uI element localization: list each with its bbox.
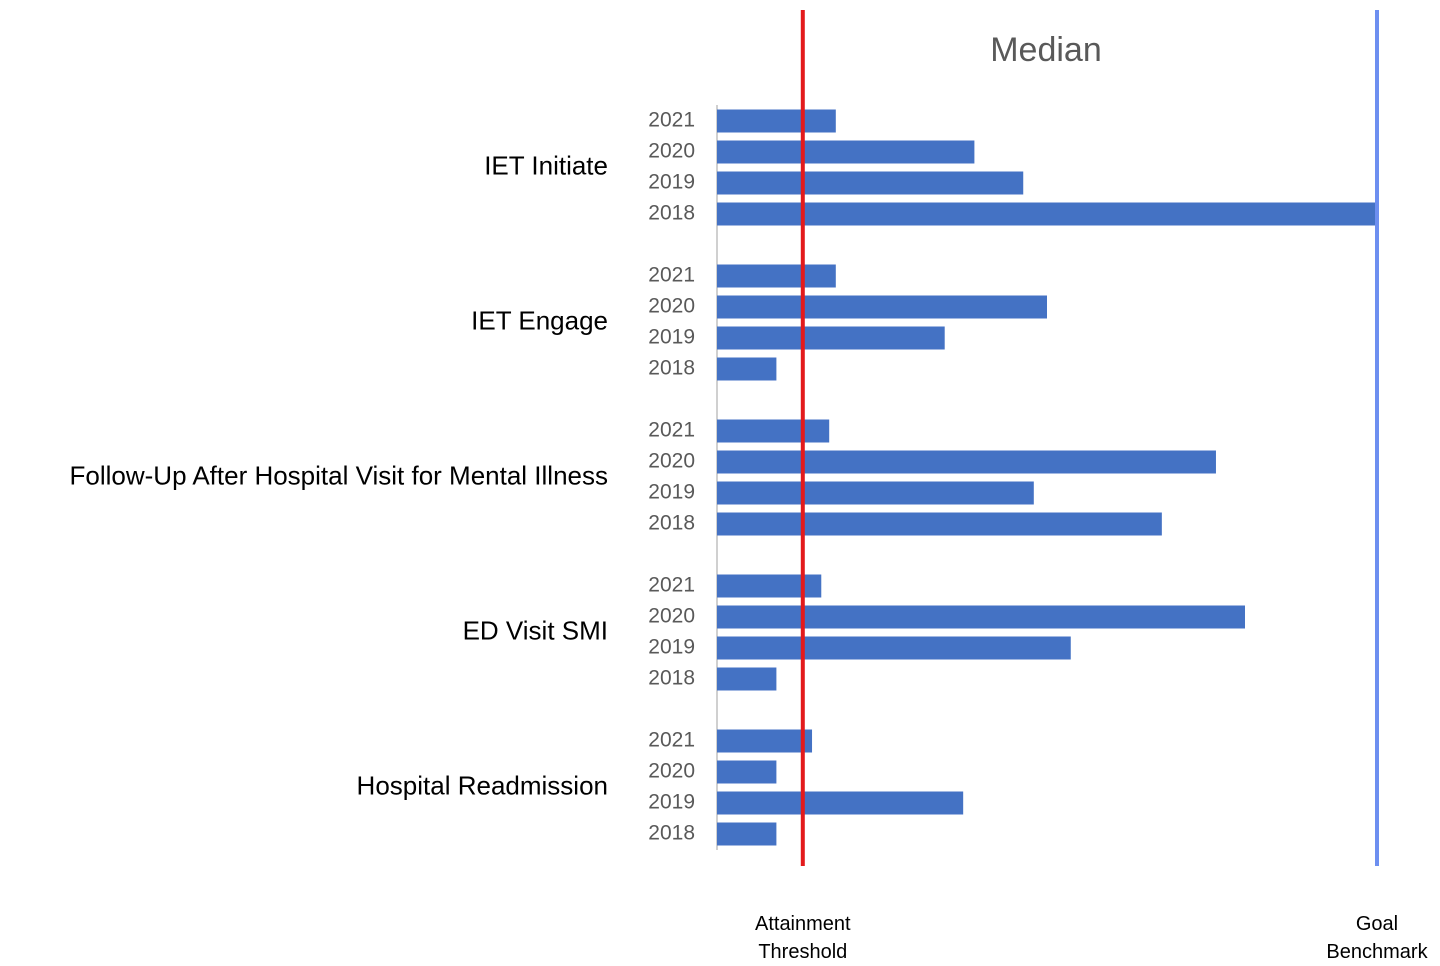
year-label: 2020 [648,140,695,163]
year-label: 2021 [648,109,695,132]
reference-label: Goal Benchmark [1326,913,1428,963]
year-label: 2021 [648,264,695,287]
bar [717,357,777,381]
bar [717,295,1047,319]
year-label: 2020 [648,295,695,318]
bar [717,202,1377,226]
year-label: 2019 [648,636,695,659]
year-label: 2019 [648,791,695,814]
year-label: 2021 [648,574,695,597]
bar [717,760,777,784]
category-label: Hospital Readmission [357,770,608,800]
bar [717,667,777,691]
category-label: ED Visit SMI [463,615,608,645]
bar [717,605,1245,629]
reference-label: Attainment Threshold [754,913,851,963]
bar [717,481,1034,505]
year-label: 2020 [648,760,695,783]
year-label: 2020 [648,605,695,628]
bar [717,109,836,133]
category-label: IET Initiate [484,150,608,180]
bar [717,791,964,815]
bar [717,636,1071,660]
category-label: Follow-Up After Hospital Visit for Menta… [70,460,609,490]
bar [717,140,975,164]
year-label: 2018 [648,667,695,690]
category-label: IET Engage [471,305,608,335]
year-label: 2018 [648,202,695,225]
chart-title: Median [990,31,1102,69]
year-label: 2018 [648,512,695,535]
year-label: 2019 [648,481,695,504]
bar [717,574,822,598]
year-label: 2019 [648,171,695,194]
year-label: 2020 [648,450,695,473]
bar [717,822,777,846]
year-label: 2021 [648,729,695,752]
bar [717,512,1162,536]
bar [717,171,1024,195]
bar [717,326,945,350]
year-label: 2019 [648,326,695,349]
bar [717,419,830,443]
bar [717,264,836,288]
year-label: 2018 [648,822,695,845]
bar [717,450,1216,474]
year-label: 2018 [648,357,695,380]
bar [717,729,813,753]
year-label: 2021 [648,419,695,442]
